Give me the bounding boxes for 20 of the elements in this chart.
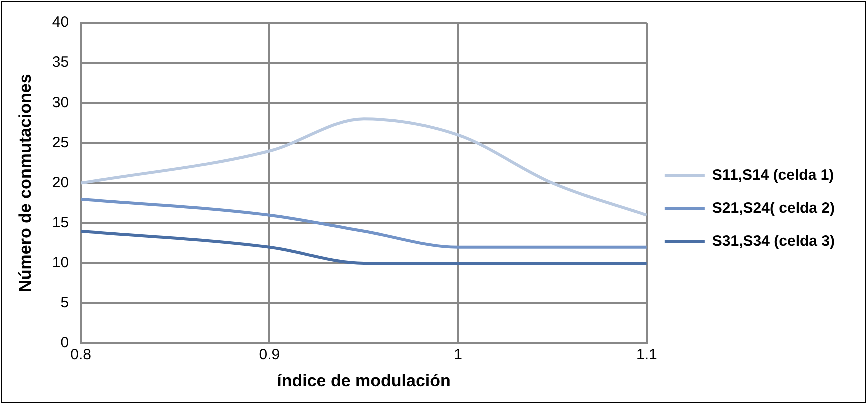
y-tick-label: 5 [60, 294, 70, 312]
legend-label: S31,S34 (celda 3) [712, 233, 836, 250]
y-axis-title: Número de conmutaciones [16, 74, 35, 292]
y-tick-label: 10 [52, 254, 70, 272]
x-tick-label: 0.8 [70, 346, 92, 364]
x-tick-label: 1 [454, 346, 462, 364]
y-tick-label: 20 [52, 174, 70, 192]
legend-label: S11,S14 (celda 1) [712, 167, 834, 184]
y-tick-label: 15 [52, 214, 70, 232]
x-axis-title: índice de modulación [277, 371, 451, 390]
y-tick-label: 40 [52, 14, 70, 32]
x-tick-label: 1.1 [636, 346, 658, 364]
y-tick-label: 0 [60, 334, 70, 352]
x-tick-label: 0.9 [259, 346, 280, 364]
legend-label: S21,S24( celda 2) [712, 200, 836, 218]
line-series [81, 198, 647, 249]
y-tick-label: 25 [52, 134, 70, 152]
y-tick-label: 35 [52, 54, 70, 72]
y-tick-label: 30 [52, 94, 70, 112]
line-series [81, 118, 647, 217]
